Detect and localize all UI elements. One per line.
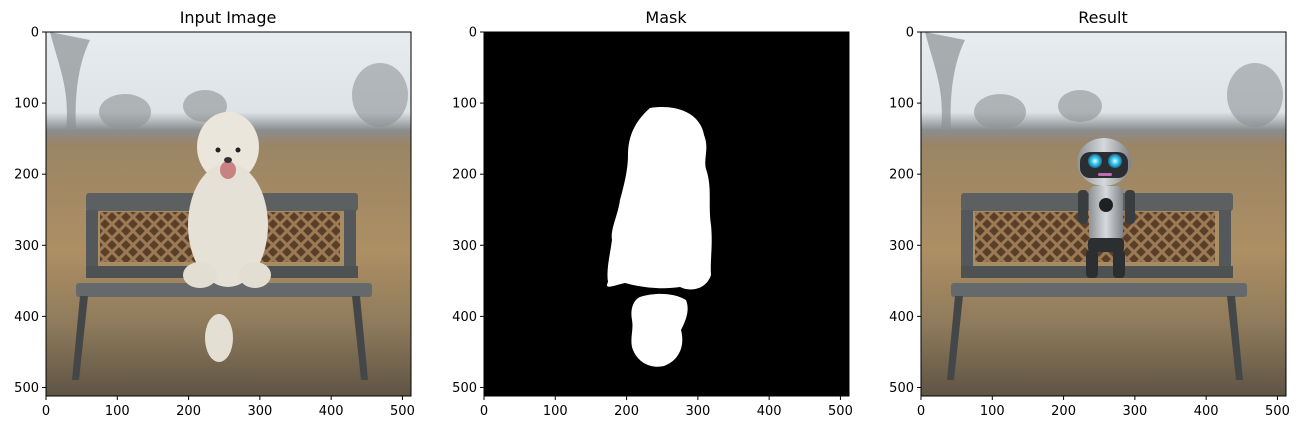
- x-axis: 0 100 200 300 400 500: [917, 396, 1290, 419]
- axes-frame: [45, 31, 412, 397]
- y-tick-label: 400: [14, 310, 39, 325]
- y-tick-label: 200: [14, 168, 39, 183]
- x-tick-label: 0: [42, 404, 50, 419]
- y-tick-label: 500: [14, 381, 39, 396]
- image-area: [46, 32, 411, 396]
- y-tick-label: 300: [452, 239, 477, 254]
- y-tick-label: 500: [452, 381, 477, 396]
- axes-frame: [483, 31, 850, 397]
- panel-title: Input Image: [180, 8, 277, 27]
- x-tick-label: 0: [917, 404, 925, 419]
- y-tick-label: 100: [14, 97, 39, 112]
- y-tick-label: 400: [889, 310, 914, 325]
- y-axis: 0 100 200 300 400 500: [14, 26, 46, 396]
- panel-input-image: Input Image: [14, 8, 415, 419]
- x-tick-label: 500: [1265, 404, 1290, 419]
- x-tick-label: 200: [614, 404, 639, 419]
- x-axis: 0 100 200 300 400 500: [480, 396, 853, 419]
- y-tick-label: 0: [469, 26, 477, 41]
- x-tick-label: 100: [105, 404, 130, 419]
- x-tick-label: 400: [757, 404, 782, 419]
- x-tick-label: 200: [176, 404, 201, 419]
- x-tick-label: 400: [1194, 404, 1219, 419]
- y-axis: 0 100 200 300 400 500: [889, 26, 921, 396]
- x-tick-label: 100: [543, 404, 568, 419]
- x-tick-label: 400: [319, 404, 344, 419]
- image-area: [484, 32, 849, 396]
- panel-mask: Mask 0 100 200 300 400 500 0 100 200 300 400 500: [452, 8, 853, 419]
- x-tick-label: 300: [1122, 404, 1147, 419]
- y-tick-label: 0: [906, 26, 914, 41]
- x-tick-label: 200: [1051, 404, 1076, 419]
- x-tick-label: 500: [390, 404, 415, 419]
- y-tick-label: 100: [889, 97, 914, 112]
- y-tick-label: 200: [452, 168, 477, 183]
- panel-title: Mask: [645, 8, 687, 27]
- x-tick-label: 100: [980, 404, 1005, 419]
- x-tick-label: 500: [828, 404, 853, 419]
- panel-result: Result: [889, 8, 1290, 419]
- x-axis: 0 100 200 300 400 500: [42, 396, 415, 419]
- y-tick-label: 300: [14, 239, 39, 254]
- x-tick-label: 300: [247, 404, 272, 419]
- y-tick-label: 200: [889, 168, 914, 183]
- y-tick-label: 400: [452, 310, 477, 325]
- x-tick-label: 300: [685, 404, 710, 419]
- y-tick-label: 300: [889, 239, 914, 254]
- panel-title: Result: [1078, 8, 1127, 27]
- y-tick-label: 0: [31, 26, 39, 41]
- axes-frame: [920, 31, 1287, 397]
- y-tick-label: 500: [889, 381, 914, 396]
- y-tick-label: 100: [452, 97, 477, 112]
- x-tick-label: 0: [480, 404, 488, 419]
- image-area: [921, 32, 1286, 396]
- y-axis: 0 100 200 300 400 500: [452, 26, 484, 396]
